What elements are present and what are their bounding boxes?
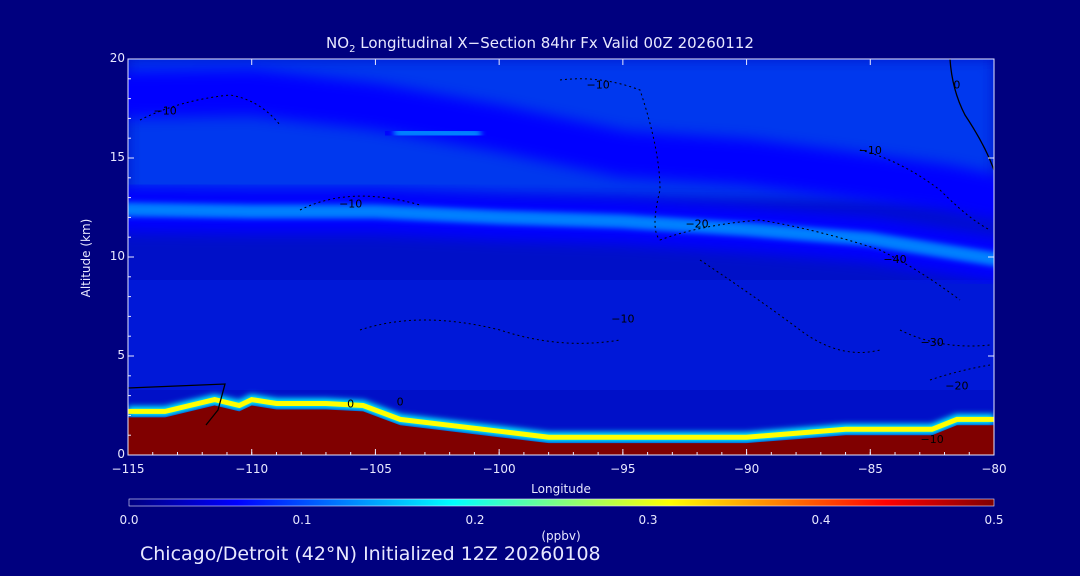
contour-line-2 bbox=[559, 78, 661, 241]
y-axis-title: Altitude (km) bbox=[79, 218, 93, 298]
contour-label-11: 0 bbox=[347, 397, 354, 410]
surface-boundary-layer bbox=[128, 405, 994, 455]
plot-area: −10 −10 −10 −10 −20 −40 −10 −30 −20 −10 0 0 0 bbox=[128, 59, 994, 455]
ozone-band-0 bbox=[128, 85, 994, 205]
colorbar-tick-label: 0.5 bbox=[984, 513, 1004, 527]
x-tick-label: −80 bbox=[981, 462, 1007, 476]
x-tick-label: −90 bbox=[733, 462, 760, 476]
footer-caption: Chicago/Detroit (42°N) Initialized 12Z 2… bbox=[140, 543, 601, 565]
colorbar-tick-label: 0.1 bbox=[292, 513, 312, 527]
contour-label-0: −10 bbox=[154, 104, 177, 117]
contour-line-3 bbox=[659, 219, 961, 301]
x-tick-label: −95 bbox=[610, 462, 636, 476]
ozone-bands bbox=[128, 69, 994, 282]
contour-label-3: −10 bbox=[339, 198, 362, 211]
contour-line-5 bbox=[699, 259, 881, 353]
contour-line-4 bbox=[359, 319, 621, 344]
x-tick-label: −115 bbox=[111, 462, 145, 476]
contour-label-4: −20 bbox=[685, 217, 708, 230]
x-axis-title: Longitude bbox=[531, 482, 591, 496]
contour-label-8: −20 bbox=[945, 380, 968, 393]
y-tick-label: 20 bbox=[109, 51, 125, 65]
x-tick-label: −110 bbox=[235, 462, 269, 476]
colorbar-units: (ppbv) bbox=[541, 529, 581, 543]
zero-contour-left bbox=[128, 383, 226, 426]
ozone-band-2 bbox=[128, 202, 994, 266]
contour-label-10: 0 bbox=[953, 79, 960, 92]
chart-title: NO2 Longitudinal X−Section 84hr Fx Valid… bbox=[326, 34, 754, 55]
axes bbox=[127, 58, 995, 456]
x-tick-label: −105 bbox=[358, 462, 392, 476]
colorbar-tick-label: 0.0 bbox=[119, 513, 139, 527]
contour-label-12: 0 bbox=[397, 396, 404, 409]
zero-contour-right bbox=[949, 59, 994, 171]
colorbar-bar bbox=[129, 499, 994, 506]
y-tick-label: 5 bbox=[117, 348, 125, 362]
contour-label-2: −10 bbox=[859, 144, 882, 157]
colorbar bbox=[128, 498, 995, 507]
contour-label-6: −10 bbox=[611, 312, 634, 325]
y-tick-label: 10 bbox=[109, 249, 125, 263]
contour-line-8 bbox=[929, 364, 991, 381]
colorbar-tick-label: 0.4 bbox=[811, 513, 831, 527]
colorbar-frame bbox=[128, 498, 995, 507]
surface-glow-inner bbox=[128, 397, 994, 440]
contour-label-7: −30 bbox=[921, 336, 944, 349]
surface-layer bbox=[128, 394, 994, 455]
contour-label-1: −10 bbox=[587, 79, 610, 92]
x-tick-label: −85 bbox=[857, 462, 883, 476]
x-tick-label: −100 bbox=[482, 462, 516, 476]
y-tick-label: 15 bbox=[109, 150, 125, 164]
mid-tropo-bg bbox=[128, 280, 994, 390]
contour-label-9: −10 bbox=[921, 433, 944, 446]
colorbar-tick-label: 0.2 bbox=[465, 513, 485, 527]
contour-lines: −10 −10 −10 −10 −20 −40 −10 −30 −20 −10 0 0 0 bbox=[128, 59, 994, 446]
ozone-band-1 bbox=[393, 125, 482, 142]
contour-label-5: −40 bbox=[883, 253, 906, 266]
colorbar-tick-label: 0.3 bbox=[638, 513, 658, 527]
y-tick-label: 0 bbox=[117, 447, 125, 461]
